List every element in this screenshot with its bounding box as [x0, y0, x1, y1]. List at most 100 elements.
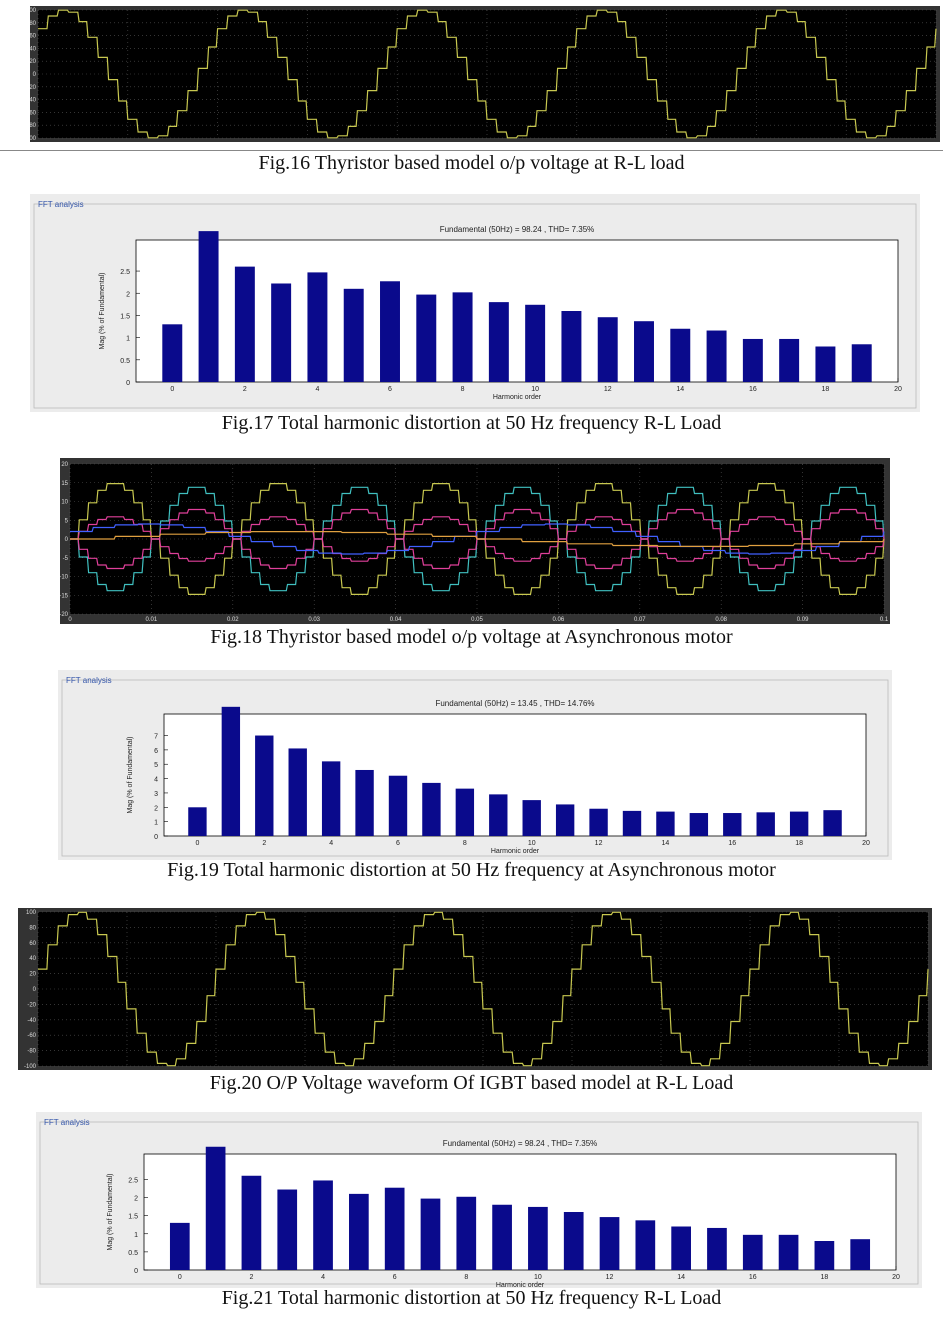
x-tick-label: 12	[606, 1274, 614, 1281]
bar-h12	[599, 1217, 620, 1270]
x-tick-label: 0.08	[715, 617, 727, 623]
y-tick-label: 0	[126, 380, 130, 387]
x-tick-label: 0.03	[308, 617, 320, 623]
y-tick-label: 2	[126, 291, 130, 298]
bar-h7	[420, 1198, 441, 1270]
caption-fig18: Fig.18 Thyristor based model o/p voltage…	[210, 626, 733, 648]
y-tick-label: 2.5	[128, 1177, 138, 1184]
x-tick-label: 0	[170, 386, 174, 393]
y-tick-label: -100	[24, 1064, 37, 1070]
bar-h8	[456, 1196, 477, 1270]
x-tick-label: 10	[531, 386, 539, 393]
bar-h15	[706, 330, 727, 382]
x-tick-label: 14	[676, 386, 684, 393]
y-tick-label: -60	[27, 1033, 36, 1039]
group-frame	[39, 1121, 919, 1285]
y-tick-label: -40	[30, 98, 37, 104]
bar-h9	[489, 794, 508, 836]
bar-h14	[671, 1226, 691, 1270]
bar-h1	[205, 1146, 226, 1270]
fft-area: FFT analysis Fundamental (50Hz) = 98.24 ,…	[39, 1118, 919, 1289]
bar-h18	[789, 811, 809, 836]
group-frame	[33, 203, 917, 409]
x-tick-label: 0.02	[227, 617, 239, 623]
bar-h4	[313, 1180, 333, 1270]
bar-h1	[221, 706, 241, 836]
y-tick-label: 0	[154, 834, 158, 841]
bar-h6	[388, 775, 408, 836]
y-tick-label: -100	[30, 136, 37, 142]
bar-h14	[670, 328, 691, 382]
y-tick-label: 80	[30, 21, 37, 27]
bar-h5	[349, 1193, 369, 1270]
bar-h14	[656, 811, 675, 836]
y-tick-label: 20	[29, 972, 36, 978]
x-axis-label: Harmonic order	[493, 394, 542, 401]
y-tick-label: 0	[33, 987, 37, 993]
bar-h3	[277, 1189, 298, 1270]
caption-fig21: Fig.21 Total harmonic distortion at 50 H…	[221, 1287, 722, 1309]
scope-fig20: 100 80 60 40 20 0 -20 -40 -60 -80 -100	[18, 908, 932, 1070]
x-tick-label: 10	[528, 840, 536, 847]
y-tick-label: 0.5	[120, 358, 130, 365]
x-tick-label: 18	[795, 840, 803, 847]
bar-h3	[271, 283, 292, 382]
x-tick-label: 6	[393, 1274, 397, 1281]
y-tick-label: 0.5	[128, 1250, 138, 1257]
bar-h12	[597, 317, 618, 382]
bar-h9	[492, 1204, 512, 1270]
y-tick-label: 0	[33, 72, 37, 78]
y-tick-label: -20	[60, 612, 69, 618]
plot-box	[163, 713, 867, 837]
bar-h5	[343, 288, 364, 382]
y-tick-label: 100	[30, 8, 37, 14]
y-tick-label: 5	[154, 762, 158, 769]
x-tick-label: 20	[862, 840, 870, 847]
y-axis-label: Mag (% of Fundamental)	[99, 272, 106, 349]
scope-area: 100 80 60 40 20 0 -20 -40 -60 -80 -100	[24, 910, 929, 1070]
scope-fig20-plot: 100 80 60 40 20 0 -20 -40 -60 -80 -100	[24, 910, 929, 1070]
fft-panel-fig19: FFT analysis Fundamental (50Hz) = 13.45 ,…	[58, 670, 892, 860]
bar-h18	[814, 1241, 835, 1270]
y-tick-label: 5	[65, 518, 69, 524]
y-tick-label: 2.5	[120, 269, 130, 276]
x-tick-label: 2	[249, 1274, 253, 1281]
group-frame	[61, 679, 889, 857]
bar-h15	[707, 1227, 727, 1270]
y-tick-label: 4	[154, 777, 158, 784]
x-tick-label: 2	[243, 386, 247, 393]
x-tick-label: 0.04	[390, 617, 402, 623]
bar-h19	[851, 344, 872, 382]
x-tick-label: 16	[728, 840, 736, 847]
bar-h2	[241, 1175, 262, 1270]
bar-h16	[723, 813, 742, 836]
bar-h13	[622, 810, 642, 836]
y-tick-label: -10	[60, 575, 69, 581]
x-tick-label: 0.1	[880, 617, 889, 623]
y-tick-label: 60	[30, 34, 37, 40]
x-tick-label: 18	[822, 386, 830, 393]
x-tick-label: 6	[388, 386, 392, 393]
y-tick-label: 2	[154, 805, 158, 812]
plot-box	[135, 239, 899, 383]
y-tick-label: 100	[26, 910, 37, 916]
y-tick-label: -5	[63, 556, 69, 562]
bar-h7	[422, 782, 441, 836]
y-axis-label: Mag (% of Fundamental)	[127, 736, 134, 813]
series-line-4	[70, 523, 885, 555]
y-tick-label: 1	[126, 336, 130, 343]
x-tick-label: 0.07	[634, 617, 646, 623]
chart-title: Fundamental (50Hz) = 98.24 , THD= 7.35%	[440, 225, 595, 234]
bar-h19	[850, 1239, 871, 1270]
fft-area: FFT analysis Fundamental (50Hz) = 13.45 ,…	[61, 676, 889, 857]
y-axis-label: Mag (% of Fundamental)	[107, 1173, 114, 1250]
caption-fig20: Fig.20 O/P Voltage waveform Of IGBT base…	[209, 1072, 734, 1094]
bar-h16	[742, 1234, 763, 1270]
x-tick-label: 16	[749, 1274, 757, 1281]
y-tick-label: 80	[29, 925, 36, 931]
bar-h13	[634, 321, 654, 382]
scope-fig16: 100 80 60 40 20 0 -20 -40 -60 -80 -100	[24, 6, 940, 142]
bar-h4	[321, 761, 341, 836]
